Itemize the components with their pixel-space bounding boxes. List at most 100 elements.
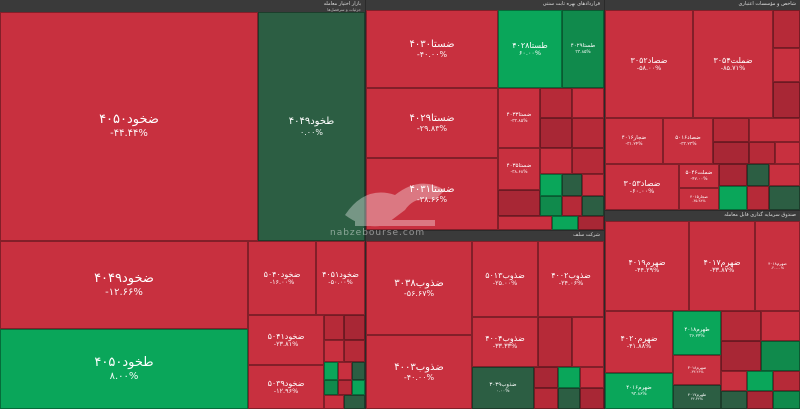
treemap-tile-small[interactable] [352, 380, 365, 395]
treemap-tile[interactable]: ضهرم۴۰۱۸ -۴۰.۰۰% [755, 221, 800, 311]
treemap-tile-small[interactable] [769, 186, 800, 210]
treemap-tile-small[interactable] [747, 186, 769, 210]
treemap-tile[interactable]: ضصاد۳۰۵۲ -۵۸.۰۰% [605, 10, 693, 118]
treemap-tile-small[interactable] [540, 196, 562, 216]
treemap-tile-small[interactable] [719, 164, 747, 186]
treemap-tile[interactable]: ضخود۵۰۳۹ -۱۲.۹۶% [248, 365, 324, 409]
treemap-tile-small[interactable] [324, 362, 338, 380]
treemap-tile-small[interactable] [344, 315, 365, 340]
treemap-tile[interactable]: ضذوب۴۰۰۳ -۴۰.۰۰% [366, 335, 472, 409]
treemap-tile-small[interactable] [540, 174, 562, 196]
treemap-tile[interactable]: ضجار۴۰۱۶ -۳۱.۲۴% [605, 118, 663, 164]
treemap-tile-small[interactable] [324, 340, 344, 362]
treemap-tile[interactable]: ضستا۴۰۳۳ -۳۳.۸۵% [498, 88, 540, 148]
treemap-tile-small[interactable] [773, 371, 800, 391]
treemap-tile-small[interactable] [713, 118, 749, 142]
treemap-tile-small[interactable] [558, 388, 580, 409]
treemap-tile-small[interactable] [562, 174, 582, 196]
treemap-tile-small[interactable] [582, 174, 604, 196]
treemap-tile[interactable]: ضستا۴۰۳۰ -۴۰.۰۰% [366, 10, 498, 88]
treemap-tile-small[interactable] [498, 190, 540, 216]
tile-symbol: ضخود۴۰۵۰ [99, 112, 159, 128]
treemap-tile-small[interactable] [749, 142, 775, 164]
treemap-tile-small[interactable] [769, 164, 800, 186]
treemap-tile[interactable]: ضملت۵۰۴۶ -۴۷.۰۰% [679, 164, 719, 188]
treemap-tile-small[interactable] [761, 311, 800, 341]
treemap-tile[interactable]: ضهرم۳۰۱۸ -۳۳.۲۶% [673, 355, 721, 385]
treemap-tile[interactable]: ضذوب۴۰۰۲ -۲۴.۰۶% [538, 241, 604, 317]
treemap-tile[interactable]: ضجار۴۰۱۵ -۳۵.۳۸% [679, 188, 719, 210]
treemap-tile-small[interactable] [773, 82, 800, 118]
treemap-tile-small[interactable] [338, 362, 352, 380]
treemap-tile-small[interactable] [580, 388, 604, 409]
treemap-tile-small[interactable] [572, 148, 604, 174]
treemap-tile-small[interactable] [578, 216, 604, 230]
treemap-tile-small[interactable] [344, 395, 365, 409]
treemap-tile-small[interactable] [721, 371, 747, 391]
treemap-tile-small[interactable] [498, 216, 552, 230]
treemap-tile-small[interactable] [540, 88, 572, 118]
treemap-tile-small[interactable] [747, 391, 773, 409]
treemap-tile-small[interactable] [572, 118, 604, 148]
treemap-tile[interactable]: ضهرم۴۰۲۰ -۴۱.۸۸% [605, 311, 673, 373]
treemap-tile-small[interactable] [540, 148, 572, 174]
treemap-tile[interactable]: ضستا۴۰۳۱ -۳۸.۶۶% [366, 158, 498, 230]
treemap-tile[interactable]: طهرم۴۰۱۸ ۳۶.۲۴% [673, 311, 721, 355]
treemap-tile-small[interactable] [572, 88, 604, 118]
treemap-tile[interactable]: ضملت۳۰۵۴ -۸۵.۷۱% [693, 10, 773, 118]
treemap-tile-small[interactable] [324, 315, 344, 340]
treemap-tile-small[interactable] [721, 311, 761, 341]
treemap-tile[interactable]: ضذوب۴۰۰۴ -۳۳.۳۳% [472, 317, 538, 367]
treemap-tile[interactable]: ضهرم۴۰۱۶ ۹۳.۸۶% [605, 373, 673, 409]
treemap-tile-small[interactable] [562, 196, 582, 216]
treemap-tile[interactable]: ضخود۴۰۴۹ -۱۲.۶۶% [0, 241, 248, 329]
treemap-tile[interactable]: طخود۴۰۵۰ ۸.۰۰% [0, 329, 248, 409]
treemap-tile-small[interactable] [534, 388, 558, 409]
treemap-tile-small[interactable] [540, 118, 572, 148]
treemap-tile-small[interactable] [747, 164, 769, 186]
tile-change: -۳۵.۳۸% [692, 199, 706, 204]
treemap-tile-small[interactable] [773, 10, 800, 48]
treemap-tile[interactable]: ضصاد۳۰۵۳ -۶۰.۰۰% [605, 164, 679, 210]
treemap-tile[interactable]: طخود۴۰۴۹ ۰.۰۰% [258, 12, 365, 241]
treemap-tile-small[interactable] [552, 216, 578, 230]
treemap-tile-small[interactable] [747, 371, 773, 391]
treemap-tile[interactable]: ضستا۴۰۲۹ -۲۹.۸۳% [366, 88, 498, 158]
treemap-tile[interactable]: ضخود۴۰۵۱ -۵۰.۰۰% [316, 241, 365, 315]
treemap-tile-small[interactable] [324, 380, 338, 395]
treemap-tile[interactable]: ضهرم۴۰۱۹ -۴۴.۲۹% [605, 221, 689, 311]
treemap-tile-small[interactable] [761, 341, 800, 371]
treemap-tile[interactable]: طستا۴۰۲۹ ۳۳.۸۵% [562, 10, 604, 88]
treemap-tile-small[interactable] [721, 341, 761, 371]
tile-symbol: ضهرم۴۰۱۹ [628, 257, 666, 267]
treemap-tile-small[interactable] [572, 317, 604, 367]
treemap-tile-small[interactable] [580, 367, 604, 388]
treemap-tile-small[interactable] [749, 118, 800, 142]
treemap-tile-small[interactable] [352, 362, 365, 380]
treemap-tile-small[interactable] [582, 196, 604, 216]
treemap-tile-small[interactable] [719, 186, 747, 210]
treemap-tile[interactable]: ضستا۴۰۳۵ -۳۸.۶۸% [498, 148, 540, 190]
tile-symbol: ضذوب۵۰۱۳ [485, 270, 525, 280]
treemap-tile[interactable]: طستا۴۰۲۸ ۶۰.۰۰% [498, 10, 562, 88]
treemap-tile-small[interactable] [344, 340, 365, 362]
treemap-tile[interactable]: ضهرم۴۰۱۷ -۳۳.۸۷% [689, 221, 755, 311]
treemap-tile-small[interactable] [713, 142, 749, 164]
treemap-tile[interactable]: ضصاد۵۰۱۶ -۳۳.۲۳% [663, 118, 713, 164]
treemap-tile[interactable]: ضخود۴۰۵۰ -۴۴.۴۴% [0, 12, 258, 241]
treemap-tile[interactable]: ضخود۵۰۴۰ -۱۶.۰۰% [248, 241, 316, 315]
treemap-tile-small[interactable] [538, 317, 572, 367]
treemap-tile[interactable]: طهرم۴۰۱۷ ۳۲.۳۲% [673, 385, 721, 409]
treemap-tile-small[interactable] [338, 380, 352, 395]
treemap-tile-small[interactable] [775, 142, 800, 164]
treemap-tile-small[interactable] [721, 391, 747, 409]
treemap-tile[interactable]: ضذوب۳۰۳۸ -۵۶.۶۷% [366, 241, 472, 335]
treemap-tile-small[interactable] [773, 48, 800, 82]
treemap-tile[interactable]: ضخود۵۰۴۱ -۲۳.۸۱% [248, 315, 324, 365]
treemap-tile-small[interactable] [773, 391, 800, 409]
treemap-tile[interactable]: ضذوب۵۰۱۳ -۲۵.۰۰% [472, 241, 538, 317]
treemap-tile-small[interactable] [558, 367, 580, 388]
treemap-tile[interactable]: ضذوب۳۰۳۹ ۰.۰۰% [472, 367, 534, 409]
treemap-tile-small[interactable] [324, 395, 344, 409]
treemap-tile-small[interactable] [534, 367, 558, 388]
